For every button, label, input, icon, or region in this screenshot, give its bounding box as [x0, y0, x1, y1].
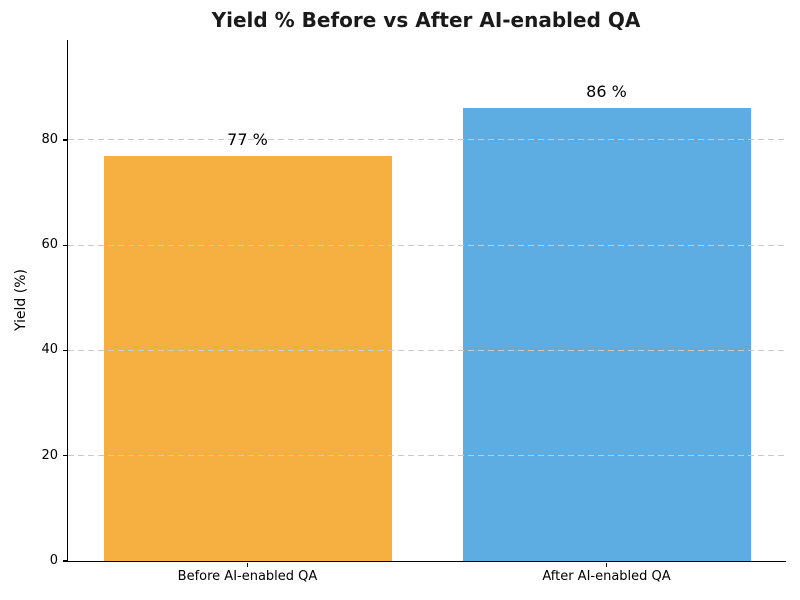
- y-tick-mark: [63, 244, 67, 246]
- y-tick-mark: [63, 349, 67, 352]
- y-axis-label: Yield (%): [13, 268, 29, 332]
- y-tick-label: 0: [49, 553, 58, 568]
- y-tick-label: 80: [41, 131, 58, 147]
- gridline-40: [68, 349, 786, 351]
- y-tick-mark: [63, 455, 67, 457]
- bar-value-label: 77 %: [227, 129, 268, 149]
- bar-value-label: 86 %: [586, 82, 627, 102]
- bar-before: [103, 155, 392, 561]
- gridline-60: [68, 244, 786, 246]
- x-tick-mark: [246, 563, 249, 567]
- plot-area: 77 % Before AI-enabled QA 86 % After AI-ena…: [41, 40, 786, 584]
- y-tick-label: 40: [41, 342, 58, 358]
- chart-title: Yield % Before vs After AI-enabled QA: [211, 8, 641, 32]
- x-tick-mark: [605, 563, 608, 567]
- bar-after: [462, 108, 751, 561]
- gridline-80: [68, 139, 786, 141]
- y-tick-mark: [63, 139, 67, 141]
- y-tick-mark: [63, 560, 67, 562]
- y-tick-label: 20: [41, 447, 58, 463]
- x-tick-label: Before AI-enabled QA: [177, 569, 318, 584]
- y-tick-label: 60: [41, 237, 58, 253]
- x-tick-label: After AI-enabled QA: [542, 569, 671, 584]
- gridline-20: [68, 455, 786, 457]
